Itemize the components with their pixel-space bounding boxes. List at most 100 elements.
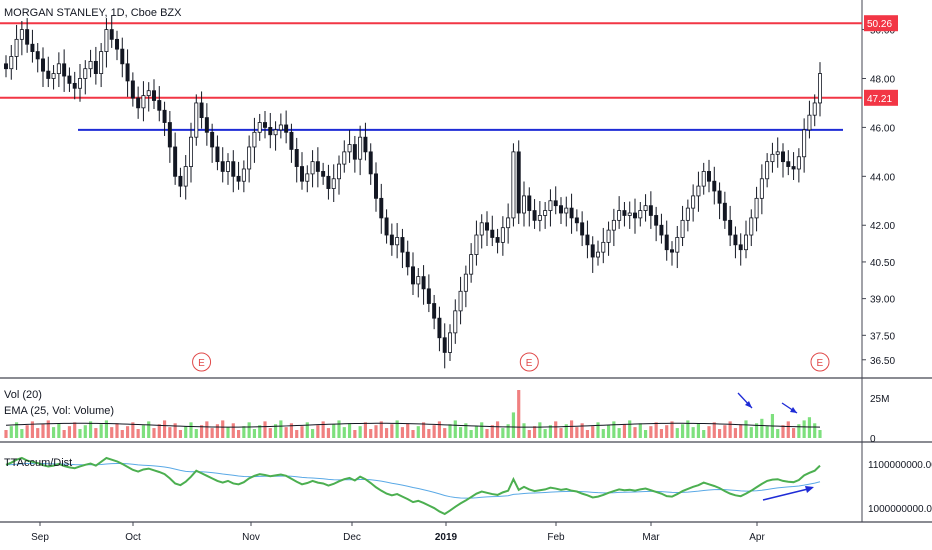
volume-bar xyxy=(289,423,294,438)
candle-body xyxy=(664,234,669,251)
candle-body xyxy=(19,29,24,40)
volume-bar xyxy=(147,421,151,438)
candle-body xyxy=(611,219,616,231)
volume-bar xyxy=(554,421,558,438)
candle-body xyxy=(241,168,246,182)
volume-arrow-1-head xyxy=(745,401,752,408)
volume-bar xyxy=(649,426,653,438)
candle-body xyxy=(585,234,590,246)
candle-body xyxy=(199,102,204,119)
volume-bar xyxy=(628,420,632,438)
volume-bar xyxy=(696,423,701,438)
candle-body xyxy=(389,234,394,246)
candle-body xyxy=(532,210,537,221)
volume-bar xyxy=(680,424,685,438)
earnings-marker xyxy=(810,352,830,372)
candle-body xyxy=(305,173,310,182)
volume-bar xyxy=(78,429,82,438)
volume-bar xyxy=(733,428,738,438)
volume-bar xyxy=(300,426,304,438)
volume-bar xyxy=(189,422,193,438)
volume-bar xyxy=(273,424,278,438)
earnings-marker-label: E xyxy=(526,358,533,369)
volume-bar xyxy=(744,420,748,438)
level-tag-label: 47.21 xyxy=(867,94,892,105)
candle-body xyxy=(781,151,785,163)
candle-body xyxy=(421,276,426,290)
candlestick-series xyxy=(4,15,822,369)
volume-bar xyxy=(411,430,415,438)
candle-body xyxy=(537,215,542,221)
candle-body xyxy=(463,273,468,292)
volume-bar xyxy=(310,429,315,438)
volume-bar xyxy=(184,426,188,438)
candle-body xyxy=(67,75,72,84)
candle-body xyxy=(220,161,225,172)
volume-bar xyxy=(517,390,521,438)
candle-body xyxy=(791,166,796,170)
volume-pane-title[interactable]: Vol (20) xyxy=(4,389,42,401)
candle-body xyxy=(400,237,405,253)
candle-body xyxy=(775,151,780,155)
accum-pane-title[interactable]: TTAccum/Dist xyxy=(4,457,72,469)
candle-body xyxy=(506,217,511,229)
volume-bar xyxy=(818,430,822,438)
volume-bar xyxy=(585,430,590,438)
candle-body xyxy=(315,161,320,172)
volume-bar xyxy=(162,420,167,438)
volume-bar xyxy=(369,429,373,438)
candle-body xyxy=(104,29,109,52)
volume-bar xyxy=(9,426,13,438)
volume-bar xyxy=(480,422,484,438)
volume-ema-label[interactable]: EMA (25, Vol: Volume) xyxy=(4,405,114,417)
price-axis-ticks[interactable]: 50.0048.0046.0044.0042.0040.5039.0037.50… xyxy=(862,26,895,367)
candle-body xyxy=(474,234,479,255)
volume-bar xyxy=(712,422,716,438)
candle-body xyxy=(289,131,294,150)
volume-bar xyxy=(258,425,262,438)
volume-ema-line xyxy=(5,422,821,428)
candle-body xyxy=(659,224,664,236)
volume-bar xyxy=(221,420,225,438)
volume-bar xyxy=(501,428,505,438)
price-pane[interactable] xyxy=(0,0,862,378)
volume-bar xyxy=(522,423,526,438)
volume-bar xyxy=(591,426,595,438)
volume-bar xyxy=(284,427,288,438)
volume-bar xyxy=(226,427,230,438)
candle-body xyxy=(548,200,553,211)
time-axis-labels[interactable]: Sep Oct Nov Dec 2019 Feb Mar Apr xyxy=(31,522,765,543)
volume-bar xyxy=(723,425,727,438)
volume-bar xyxy=(374,425,378,438)
candle-body xyxy=(675,237,680,253)
volume-bar xyxy=(316,425,320,438)
volume-bar xyxy=(41,424,45,438)
volume-bar xyxy=(559,428,563,438)
candle-body xyxy=(352,144,357,160)
candle-body xyxy=(278,124,283,131)
candle-body xyxy=(728,219,733,236)
volume-bar xyxy=(88,421,93,438)
candle-body xyxy=(99,51,104,74)
candle-body xyxy=(495,237,500,243)
symbol-title[interactable]: MORGAN STANLEY, 1D, Cboe BZX xyxy=(4,7,182,19)
accum-line xyxy=(5,456,821,516)
volume-bar xyxy=(728,421,732,438)
volume-bar xyxy=(406,423,410,438)
candle-body xyxy=(93,60,98,74)
price-tick-label: 46.00 xyxy=(870,123,895,134)
candle-body xyxy=(326,175,331,189)
volume-bar xyxy=(178,430,183,438)
volume-ema-line-path xyxy=(5,422,821,428)
volume-bar xyxy=(99,424,103,438)
volume-bar xyxy=(807,417,812,438)
volume-bar xyxy=(707,426,711,438)
candle-body xyxy=(738,244,743,251)
candle-body xyxy=(368,151,373,175)
volume-bar xyxy=(353,430,357,438)
candle-body xyxy=(109,29,114,40)
volume-bar xyxy=(342,427,346,438)
volume-tick-label: 0 xyxy=(870,434,876,445)
